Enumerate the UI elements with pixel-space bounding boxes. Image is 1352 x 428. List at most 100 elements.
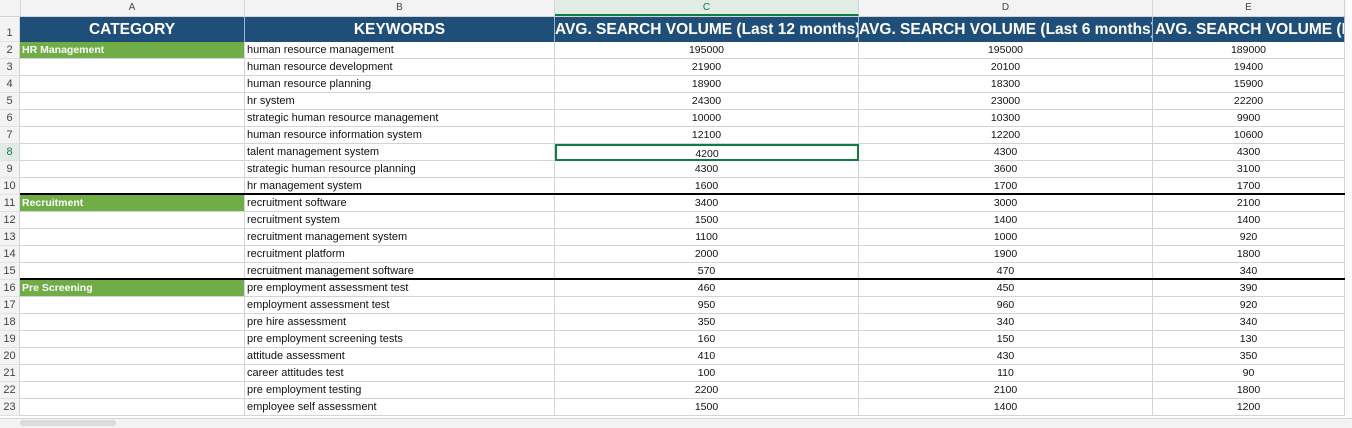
cell-category[interactable] xyxy=(20,297,245,314)
row-header-16[interactable]: 16 xyxy=(0,280,20,297)
cell-avg-12-months[interactable]: 3400 xyxy=(555,195,859,212)
cell-keyword[interactable]: recruitment platform xyxy=(245,246,555,263)
header-avg-6-months[interactable]: AVG. SEARCH VOLUME (Last 6 months) xyxy=(859,17,1153,42)
cell-keyword[interactable]: strategic human resource management xyxy=(245,110,555,127)
cell-avg-column-e[interactable]: 390 xyxy=(1153,280,1345,297)
cell-avg-column-e[interactable]: 2100 xyxy=(1153,195,1345,212)
row-header-15[interactable]: 15 xyxy=(0,263,20,280)
row-header-1[interactable]: 1 xyxy=(0,17,20,42)
cell-avg-6-months[interactable]: 2100 xyxy=(859,382,1153,399)
cell-avg-12-months[interactable]: 410 xyxy=(555,348,859,365)
cell-avg-6-months[interactable]: 430 xyxy=(859,348,1153,365)
cell-category[interactable] xyxy=(20,93,245,110)
cell-avg-6-months[interactable]: 3600 xyxy=(859,161,1153,178)
cell-avg-column-e[interactable]: 1800 xyxy=(1153,382,1345,399)
cell-keyword[interactable]: recruitment management system xyxy=(245,229,555,246)
row-header-20[interactable]: 20 xyxy=(0,348,20,365)
cell-avg-6-months[interactable]: 12200 xyxy=(859,127,1153,144)
cell-avg-6-months[interactable]: 3000 xyxy=(859,195,1153,212)
row-header-18[interactable]: 18 xyxy=(0,314,20,331)
cell-avg-12-months[interactable]: 2200 xyxy=(555,382,859,399)
row-header-17[interactable]: 17 xyxy=(0,297,20,314)
cell-keyword[interactable]: pre employment assessment test xyxy=(245,280,555,297)
cell-avg-column-e[interactable]: 130 xyxy=(1153,331,1345,348)
row-header-5[interactable]: 5 xyxy=(0,93,20,110)
cell-avg-column-e[interactable]: 1800 xyxy=(1153,246,1345,263)
cell-keyword[interactable]: recruitment software xyxy=(245,195,555,212)
cell-avg-6-months[interactable]: 1400 xyxy=(859,212,1153,229)
selected-cell[interactable]: 4200 xyxy=(555,144,859,161)
cell-category[interactable] xyxy=(20,110,245,127)
cell-avg-12-months[interactable]: 1500 xyxy=(555,212,859,229)
row-header-10[interactable]: 10 xyxy=(0,178,20,195)
cell-keyword[interactable]: talent management system xyxy=(245,144,555,161)
cell-avg-12-months[interactable]: 4300 xyxy=(555,161,859,178)
cell-avg-12-months[interactable]: 350 xyxy=(555,314,859,331)
cell-keyword[interactable]: recruitment system xyxy=(245,212,555,229)
cell-avg-12-months[interactable]: 18900 xyxy=(555,76,859,93)
cell-avg-12-months[interactable]: 460 xyxy=(555,280,859,297)
cell-avg-6-months[interactable]: 110 xyxy=(859,365,1153,382)
cell-keyword[interactable]: strategic human resource planning xyxy=(245,161,555,178)
row-header-9[interactable]: 9 xyxy=(0,161,20,178)
select-all-corner[interactable] xyxy=(0,0,21,16)
column-header-a[interactable]: A xyxy=(20,0,245,16)
row-header-3[interactable]: 3 xyxy=(0,59,20,76)
cell-keyword[interactable]: hr system xyxy=(245,93,555,110)
cell-avg-column-e[interactable]: 340 xyxy=(1153,314,1345,331)
cell-avg-6-months[interactable]: 1900 xyxy=(859,246,1153,263)
cell-avg-6-months[interactable]: 18300 xyxy=(859,76,1153,93)
horizontal-scrollbar[interactable] xyxy=(0,418,1352,428)
cell-category[interactable] xyxy=(20,331,245,348)
cell-avg-12-months[interactable]: 24300 xyxy=(555,93,859,110)
cell-avg-column-e[interactable]: 920 xyxy=(1153,229,1345,246)
cell-avg-12-months[interactable]: 2000 xyxy=(555,246,859,263)
cell-avg-12-months[interactable]: 195000 xyxy=(555,42,859,59)
cell-avg-column-e[interactable]: 920 xyxy=(1153,297,1345,314)
cell-avg-column-e[interactable]: 4300 xyxy=(1153,144,1345,161)
cell-avg-6-months[interactable]: 23000 xyxy=(859,93,1153,110)
cell-avg-12-months[interactable]: 950 xyxy=(555,297,859,314)
cell-avg-column-e[interactable]: 22200 xyxy=(1153,93,1345,110)
column-header-b[interactable]: B xyxy=(245,0,555,16)
header-keywords[interactable]: KEYWORDS xyxy=(245,17,555,42)
cell-avg-column-e[interactable]: 9900 xyxy=(1153,110,1345,127)
cell-keyword[interactable]: employment assessment test xyxy=(245,297,555,314)
cell-avg-6-months[interactable]: 340 xyxy=(859,314,1153,331)
cell-avg-column-e[interactable]: 19400 xyxy=(1153,59,1345,76)
vertical-scrollbar[interactable] xyxy=(1346,0,1352,427)
cell-avg-6-months[interactable]: 450 xyxy=(859,280,1153,297)
column-header-d[interactable]: D xyxy=(859,0,1153,16)
cell-keyword[interactable]: employee self assessment xyxy=(245,399,555,416)
cell-category[interactable] xyxy=(20,229,245,246)
header-avg-column-e[interactable]: AVG. SEARCH VOLUME (L xyxy=(1153,17,1345,42)
cell-category[interactable] xyxy=(20,382,245,399)
cell-avg-12-months[interactable]: 12100 xyxy=(555,127,859,144)
row-header-23[interactable]: 23 xyxy=(0,399,20,416)
cell-avg-12-months[interactable]: 100 xyxy=(555,365,859,382)
cell-category[interactable] xyxy=(20,399,245,416)
cell-avg-6-months[interactable]: 150 xyxy=(859,331,1153,348)
cell-avg-12-months[interactable]: 1500 xyxy=(555,399,859,416)
row-header-14[interactable]: 14 xyxy=(0,246,20,263)
row-header-4[interactable]: 4 xyxy=(0,76,20,93)
row-header-22[interactable]: 22 xyxy=(0,382,20,399)
row-header-13[interactable]: 13 xyxy=(0,229,20,246)
cell-avg-6-months[interactable]: 10300 xyxy=(859,110,1153,127)
cell-keyword[interactable]: human resource development xyxy=(245,59,555,76)
cell-avg-6-months[interactable]: 1000 xyxy=(859,229,1153,246)
cell-keyword[interactable]: human resource information system xyxy=(245,127,555,144)
cell-avg-column-e[interactable]: 350 xyxy=(1153,348,1345,365)
cell-category[interactable]: Pre Screening xyxy=(20,280,245,297)
cell-category[interactable] xyxy=(20,59,245,76)
cell-avg-6-months[interactable]: 4300 xyxy=(859,144,1153,161)
cell-keyword[interactable]: human resource planning xyxy=(245,76,555,93)
cell-category[interactable] xyxy=(20,212,245,229)
cell-category[interactable] xyxy=(20,127,245,144)
cell-category[interactable] xyxy=(20,246,245,263)
column-header-c[interactable]: C xyxy=(555,0,859,16)
cell-keyword[interactable]: human resource management xyxy=(245,42,555,59)
cell-avg-12-months[interactable]: 160 xyxy=(555,331,859,348)
cell-keyword[interactable]: pre hire assessment xyxy=(245,314,555,331)
cell-category[interactable]: Recruitment xyxy=(20,195,245,212)
